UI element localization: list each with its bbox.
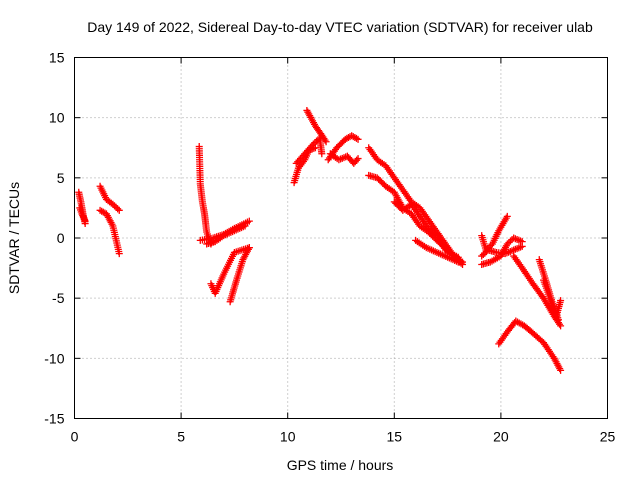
data-point-marker <box>321 136 329 144</box>
x-tick-label: 15 <box>387 429 403 445</box>
series-arc-f3 <box>390 198 462 261</box>
x-tick-label: 10 <box>280 429 296 445</box>
data-point-marker <box>112 203 120 211</box>
series-arc-c5 <box>226 244 253 306</box>
data-point-marker <box>557 366 565 374</box>
data-point-marker <box>115 250 123 258</box>
series-arc-e2 <box>326 150 362 167</box>
data-point-marker <box>352 134 360 142</box>
data-point-marker <box>309 140 317 148</box>
series-arc-b2 <box>96 206 123 258</box>
series-arc-a2 <box>76 204 89 225</box>
y-tick-label: 15 <box>49 50 65 66</box>
axis-ticks: 0 5 10 15 20 25 -15 -10 -5 0 5 10 15 <box>44 50 615 445</box>
chart-title: Day 149 of 2022, Sidereal Day-to-day VTE… <box>87 19 593 35</box>
series-arc-d3 <box>303 106 330 146</box>
data-point-marker <box>503 212 511 220</box>
series-arc-b1 <box>96 182 123 214</box>
data-point-marker <box>503 240 511 248</box>
data-point-marker <box>312 137 320 145</box>
data-point-marker <box>245 244 253 252</box>
data-point-marker <box>308 142 316 150</box>
data-point-marker <box>353 156 361 164</box>
data-point-marker <box>354 155 362 163</box>
plot-frame <box>74 57 608 419</box>
y-tick-label: 5 <box>57 170 65 186</box>
data-point-marker <box>506 237 514 245</box>
grid <box>74 57 608 419</box>
series-arc-f1 <box>365 144 467 266</box>
data-point-marker <box>518 238 526 246</box>
data-point-marker <box>478 252 486 260</box>
data-point-marker <box>109 200 117 208</box>
x-tick-label: 20 <box>493 429 509 445</box>
data-point-marker <box>459 260 467 268</box>
y-tick-label: -15 <box>44 411 64 427</box>
data-point-marker <box>322 138 330 146</box>
data-point-marker <box>557 297 565 305</box>
data-point-marker <box>318 150 326 158</box>
data-point-marker <box>79 212 87 220</box>
x-tick-label: 25 <box>600 429 616 445</box>
x-tick-label: 5 <box>177 429 185 445</box>
data-point-marker <box>556 320 564 328</box>
y-axis-label: SDTVAR / TECUs <box>6 182 22 294</box>
data-point-marker <box>554 316 562 324</box>
data-point-marker <box>245 217 253 225</box>
series-arc-i1 <box>495 317 565 374</box>
y-tick-label: -5 <box>52 290 65 306</box>
x-axis-label: GPS time / hours <box>287 457 394 473</box>
data-point-marker <box>354 135 362 143</box>
series-arc-c1 <box>195 143 215 248</box>
data-point-marker <box>78 210 86 218</box>
y-tick-label: -10 <box>44 350 64 366</box>
data-point-marker <box>479 251 487 259</box>
data-point-marker <box>81 217 89 225</box>
data-marks <box>75 106 565 374</box>
x-tick-label: 0 <box>71 429 79 445</box>
data-point-marker <box>481 249 489 257</box>
data-point-marker <box>110 202 118 210</box>
series-arc-h3 <box>540 276 565 320</box>
series-arc-d2 <box>292 134 326 167</box>
data-point-marker <box>114 205 122 213</box>
data-point-marker <box>115 206 123 214</box>
data-point-marker <box>454 258 462 266</box>
data-point-marker <box>241 222 249 230</box>
series-arc-f4 <box>412 236 462 266</box>
data-point-marker <box>505 239 513 247</box>
y-tick-label: 10 <box>49 110 65 126</box>
series-arc-c3 <box>203 222 249 248</box>
series-arc-g3 <box>478 234 526 268</box>
data-point-marker <box>557 322 565 330</box>
y-tick-label: 0 <box>57 230 65 246</box>
